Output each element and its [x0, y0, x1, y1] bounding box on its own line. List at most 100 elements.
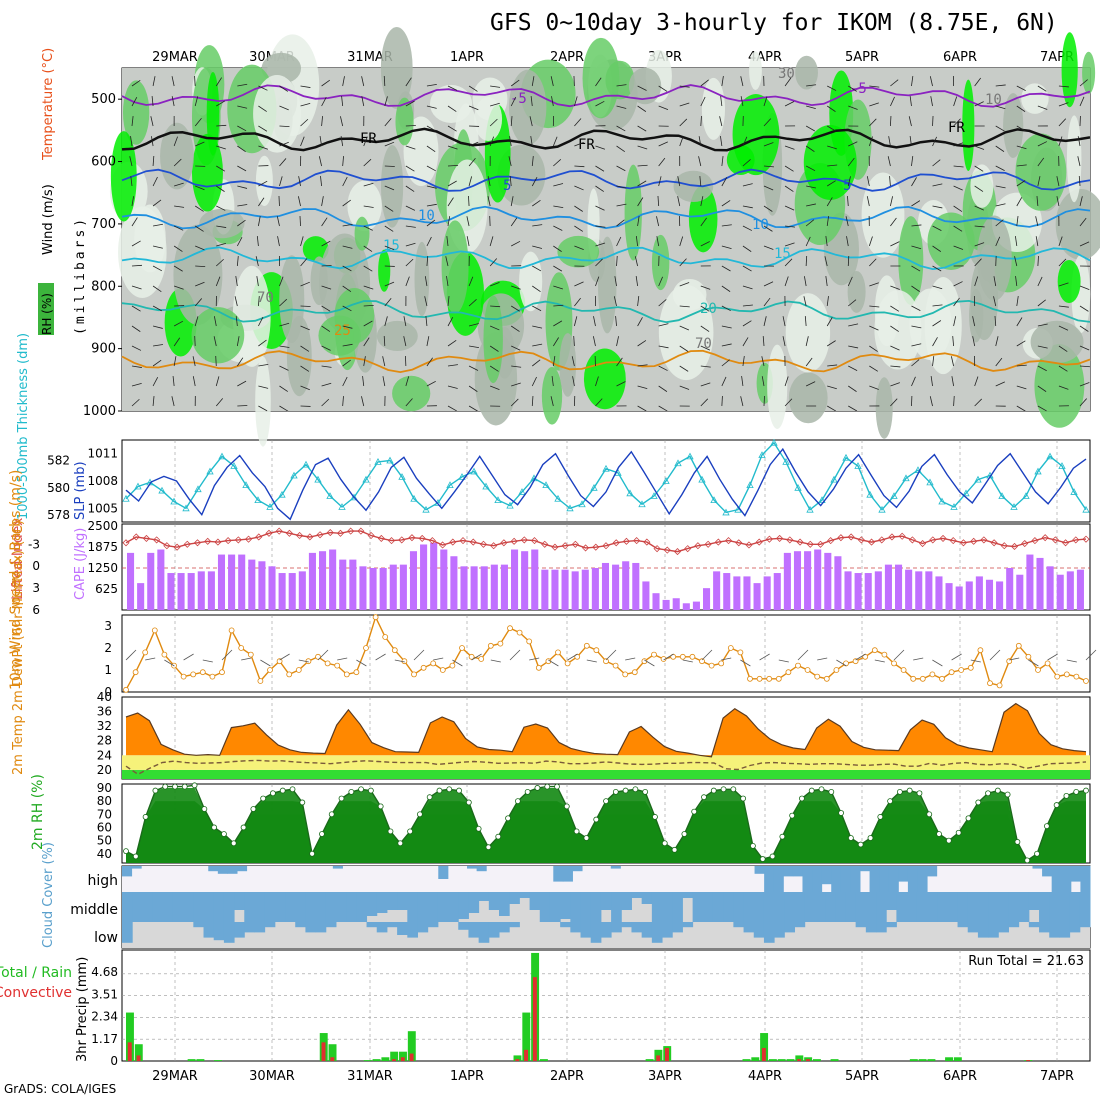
cloud-bar-middle — [1028, 892, 1040, 910]
wind-barb — [1015, 276, 1018, 287]
y-tick-label-cape: 2500 — [87, 519, 118, 533]
wind-barb — [848, 141, 858, 147]
rh-point — [896, 789, 903, 795]
cape-bar — [915, 571, 923, 610]
wind-barb — [131, 305, 141, 312]
rh-point — [123, 848, 129, 855]
cape-bar — [531, 549, 539, 610]
rh-point — [514, 798, 521, 805]
precip-bar-total — [645, 1059, 654, 1061]
cloud-bar-high — [208, 866, 219, 872]
cloud-bar-middle — [886, 892, 897, 910]
wind-barb — [763, 142, 774, 147]
rh-point — [740, 795, 747, 802]
wind-barb — [194, 316, 199, 327]
rh-point — [221, 831, 227, 837]
wind-barb — [616, 165, 626, 172]
wind-speed-point — [334, 662, 341, 669]
cloud-bar-low — [611, 922, 622, 933]
wind-speed-point — [900, 667, 907, 673]
wind-barb — [258, 105, 267, 112]
rh-point — [181, 783, 188, 790]
wind-barb — [1037, 323, 1048, 327]
y-tick-label-precip: 1.17 — [91, 1032, 118, 1046]
wind-barb — [974, 225, 985, 228]
cloud-bar-low — [1039, 922, 1050, 933]
wind-barb — [321, 240, 331, 247]
wind-barb — [932, 337, 938, 347]
cape-bar — [905, 569, 913, 610]
cape-bar — [703, 588, 711, 610]
thickness-point — [770, 438, 778, 446]
wind-barb — [532, 199, 541, 207]
wind-speed-point — [977, 647, 984, 654]
wind-barb — [679, 345, 689, 352]
cloud-bar-high — [553, 866, 564, 882]
cloud-bar-low — [376, 922, 388, 933]
cape-bar — [854, 573, 862, 610]
lifted-index-point — [479, 540, 488, 548]
wind-barb-10m — [375, 653, 386, 661]
wind-barb — [637, 405, 647, 412]
wind-barb — [953, 297, 960, 307]
wind-barb — [1035, 216, 1039, 227]
wind-barb — [721, 200, 731, 207]
rh-point — [965, 815, 972, 822]
rh-point — [799, 795, 805, 802]
wind-barb — [1037, 85, 1047, 92]
wind-barb — [848, 385, 857, 392]
wind-barb — [1037, 157, 1045, 167]
cloud-bar-middle — [529, 892, 541, 910]
cape-bar — [591, 568, 599, 610]
y-tick-label: 900 — [91, 342, 116, 357]
thickness-point — [206, 467, 214, 475]
wind-barb — [909, 96, 912, 107]
wind-barb — [383, 75, 386, 87]
lifted-index-point — [469, 538, 477, 546]
wind-barb — [258, 180, 268, 187]
lifted-index-point — [1010, 542, 1019, 551]
wind-barb — [468, 105, 479, 111]
wind-barb — [510, 196, 514, 207]
cloud-bar-middle — [855, 892, 867, 922]
cloud-bar-middle — [611, 892, 622, 922]
cloud-bar-low — [998, 922, 1009, 933]
cloud-row-bg — [122, 866, 1090, 892]
cape-bar — [197, 571, 205, 610]
rh-blob — [861, 172, 905, 258]
cape-bar — [945, 583, 953, 610]
temp-band-green — [122, 769, 1090, 779]
cape-bar — [652, 593, 660, 610]
wind-barb — [529, 116, 533, 127]
rh-blob — [310, 256, 328, 306]
cape-bar — [551, 569, 559, 610]
wind-barb — [656, 216, 660, 227]
lifted-index-point — [255, 533, 263, 541]
wind-barb — [321, 196, 324, 207]
wind-barb — [363, 320, 373, 327]
wind-speed-point — [507, 625, 513, 632]
wind-speed-point — [439, 667, 446, 673]
contour-label: 70 — [257, 290, 274, 306]
rh-blob — [785, 293, 831, 373]
wind-barb — [869, 282, 879, 287]
wind-barb — [342, 343, 353, 347]
lifted-index-point — [326, 529, 334, 537]
cloud-bar-high — [917, 866, 928, 892]
wind-speed-point — [516, 629, 523, 636]
date-label-bottom: 2APR — [550, 1069, 584, 1084]
thickness-point — [302, 460, 310, 468]
precip-bar-convective — [400, 1057, 405, 1061]
wind-barb — [447, 364, 458, 367]
wind-barb — [1016, 405, 1026, 412]
wind-speed-point — [497, 640, 504, 647]
wind-barb — [995, 125, 1005, 132]
wind-barb — [361, 76, 365, 87]
wind-barb-10m — [317, 649, 329, 661]
wind-barb — [616, 145, 626, 152]
rh-blob — [1003, 93, 1024, 158]
cape-bar — [319, 551, 327, 610]
rh-blob — [583, 348, 626, 410]
lifted-index-point — [551, 543, 559, 551]
wind-barb — [321, 217, 328, 227]
